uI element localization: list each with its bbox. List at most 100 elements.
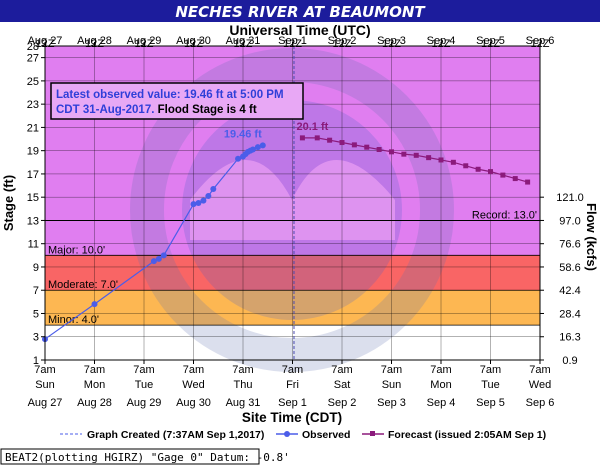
forecast-point: [488, 169, 493, 175]
utc-tick-time: 12Z: [234, 38, 253, 50]
stage-tick-label: 21: [27, 122, 39, 134]
noaa-seal-ring: [130, 48, 454, 372]
observed-point: [155, 255, 162, 262]
stage-tick-label: 25: [27, 76, 39, 88]
info-box-flood-stage: Flood Stage is 4 ft: [154, 104, 256, 116]
observed-point: [160, 252, 167, 259]
title-bar: [0, 0, 600, 22]
flow-tick-label: 16.3: [559, 332, 580, 344]
top-axis-label: Universal Time (UTC): [229, 22, 370, 38]
noaa-seal-center: [182, 100, 402, 320]
observed-point: [91, 301, 98, 308]
local-tick-day: Thu: [234, 379, 253, 391]
local-tick-day: Wed: [529, 379, 551, 391]
record-label: Record: 13.0': [472, 209, 537, 221]
utc-tick-time: 12Z: [382, 38, 401, 50]
noaa-watermark: [130, 48, 454, 372]
legend-created-label: Graph Created (7:37AM Sep 1,2017): [87, 429, 264, 441]
forecast-point: [500, 172, 506, 178]
stage-tick-label: 28: [27, 41, 39, 53]
observed-point: [259, 142, 266, 149]
utc-tick-time: 12Z: [36, 38, 55, 50]
stage-tick-label: 5: [33, 308, 39, 320]
forecast-point: [339, 140, 345, 146]
forecast-point: [438, 157, 444, 163]
flood-category-label: Moderate: 7.0': [48, 279, 118, 291]
local-tick-date: Aug 28: [77, 397, 112, 409]
forecast-point: [401, 151, 407, 157]
grid-lines: [44, 45, 541, 361]
utc-tick-date: Sep 4: [427, 35, 456, 47]
local-tick-time: 7am: [34, 364, 55, 376]
local-tick-day: Mon: [430, 379, 451, 391]
stage-axis-label: Stage (ft): [1, 175, 16, 231]
stage-tick-label: 15: [27, 192, 39, 204]
local-tick-day: Mon: [84, 379, 105, 391]
forecast-point: [450, 159, 456, 165]
forecast-point: [364, 144, 370, 150]
local-tick-day: Tue: [481, 379, 500, 391]
observed-point: [150, 258, 157, 265]
local-tick-date: Aug 31: [226, 397, 261, 409]
utc-tick-time: 12Z: [135, 38, 154, 50]
forecast-point: [525, 179, 531, 185]
forecast-point: [413, 152, 419, 158]
observed-point: [249, 146, 256, 153]
local-tick-time: 7am: [480, 364, 501, 376]
utc-tick-time: 12Z: [333, 38, 352, 50]
local-tick-day: Sun: [35, 379, 55, 391]
utc-tick-date: Aug 28: [77, 35, 112, 47]
stage-tick-label: 23: [27, 99, 39, 111]
local-tick-date: Sep 1: [278, 397, 307, 409]
data-series: [42, 135, 531, 343]
stage-tick-label: 27: [27, 53, 39, 65]
utc-tick-time: 12Z: [481, 38, 500, 50]
forecast-point: [327, 137, 333, 143]
local-tick-time: 7am: [331, 364, 352, 376]
flood-category-labels: Major: 10.0' Moderate: 7.0' Minor: 4.0': [45, 244, 540, 326]
local-tick-time: 7am: [282, 364, 303, 376]
latest-value-box: Latest observed value: 19.46 ft at 5:00 …: [50, 82, 304, 120]
site-time-axis-label: Site Time (CDT): [242, 410, 342, 425]
info-box-frame: [50, 82, 304, 120]
local-tick-time: 7am: [381, 364, 402, 376]
flow-tick-label: 42.4: [559, 285, 580, 297]
flow-tick-label: 58.6: [559, 262, 580, 274]
local-tick-date: Sep 4: [427, 397, 456, 409]
utc-tick-time: 12Z: [283, 38, 302, 50]
forecast-point: [376, 147, 382, 153]
local-tick-day: Fri: [286, 379, 299, 391]
local-tick-time: 7am: [183, 364, 204, 376]
flow-tick-label: 0.9: [562, 355, 577, 367]
observed-latest-label: 19.46 ft: [224, 128, 262, 140]
observed-point: [195, 200, 202, 206]
flow-axis-ticks: 0.9 16.3 28.4 42.4 58.6 76.6 97.0 121.0: [540, 192, 584, 367]
local-tick-date: Sep 3: [377, 397, 406, 409]
utc-tick-date: Sep 5: [476, 35, 505, 47]
record-line: Record: 13.0': [45, 209, 540, 221]
local-tick-date: Aug 27: [28, 397, 63, 409]
flood-category-label: Minor: 4.0': [48, 314, 99, 326]
local-tick-date: Sep 5: [476, 397, 505, 409]
utc-tick-time: 12Z: [432, 38, 451, 50]
local-tick-time: 7am: [430, 364, 451, 376]
info-box-line2: CDT 31-Aug-2017. Flood Stage is 4 ft: [56, 104, 257, 116]
legend-observed-marker: [284, 431, 290, 437]
stage-tick-label: 9: [33, 262, 39, 274]
forecast-point: [463, 163, 469, 169]
data-point-labels: 19.46 ft 20.1 ft: [224, 121, 329, 140]
utc-tick-time: 12Z: [85, 38, 104, 50]
utc-tick-date: Aug 31: [226, 35, 261, 47]
utc-tick-date: Sep 2: [328, 35, 357, 47]
local-tick-date: Sep 2: [328, 397, 357, 409]
observed-point: [210, 186, 217, 193]
utc-tick-date: Sep 3: [377, 35, 406, 47]
stage-tick-label: 3: [33, 332, 39, 344]
flow-tick-label: 97.0: [559, 215, 580, 227]
utc-tick-date: Aug 29: [127, 35, 162, 47]
utc-tick-time: 12Z: [531, 38, 550, 50]
local-tick-date: Sep 6: [526, 397, 555, 409]
